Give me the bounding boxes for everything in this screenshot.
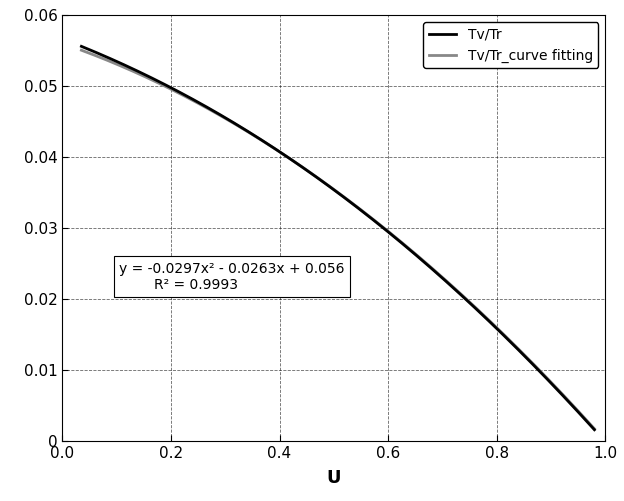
Legend: Tv/Tr, Tv/Tr_curve fitting: Tv/Tr, Tv/Tr_curve fitting <box>423 22 598 68</box>
X-axis label: U: U <box>326 469 341 487</box>
Text: y = -0.0297x² - 0.0263x + 0.056
        R² = 0.9993: y = -0.0297x² - 0.0263x + 0.056 R² = 0.9… <box>119 262 345 292</box>
